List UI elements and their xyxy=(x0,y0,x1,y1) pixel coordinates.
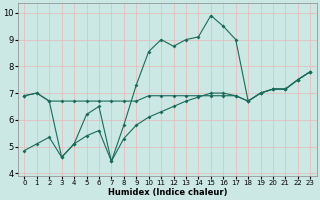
X-axis label: Humidex (Indice chaleur): Humidex (Indice chaleur) xyxy=(108,188,227,197)
